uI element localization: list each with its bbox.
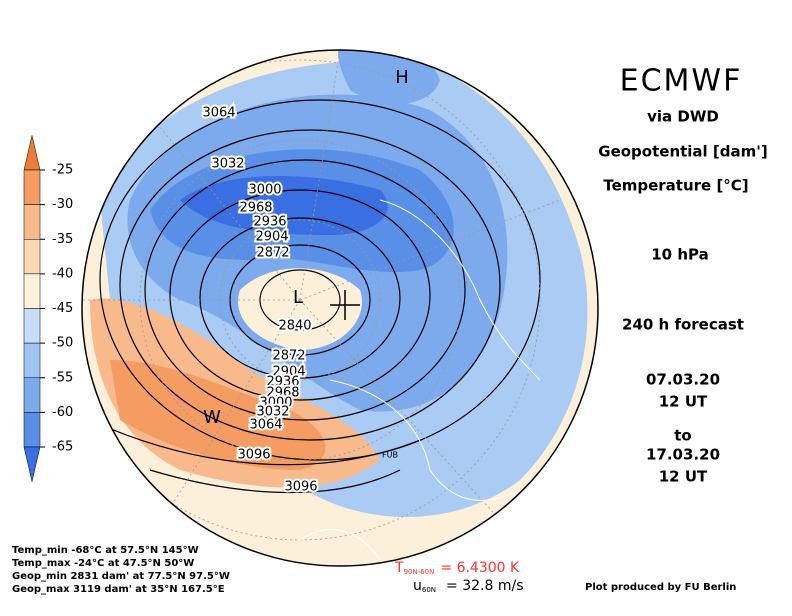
contour-label: 2904 (272, 365, 305, 380)
contour-labels: 3064303230002968293629042872284028722904… (200, 104, 319, 497)
colorbar-tick-label: -50 (52, 336, 73, 351)
value: = 6.4300 K (440, 560, 520, 576)
colorbar-cap (23, 446, 41, 482)
contour-label: 3096 (284, 480, 317, 495)
subscript: 90N-60N (404, 568, 435, 576)
stat-line: Geop_max 3119 dam' at 35°N 167.5°E (12, 584, 225, 595)
contour-label: 3064 (202, 106, 235, 121)
t-stat: T90N-60N = 6.4300 K (394, 560, 520, 576)
colorbar-tick-label: -40 (52, 266, 73, 281)
u-stat: u60N = 32.8 m/s (413, 578, 523, 594)
contour-label: 2840 (278, 319, 311, 334)
contour-label: 3032 (256, 405, 289, 420)
date: 17.03.20 (646, 446, 720, 464)
to: to (674, 427, 691, 445)
colorbar-tick-label: -65 (52, 440, 73, 455)
time: 12 UT (659, 393, 708, 411)
colorbar-cap (23, 135, 41, 171)
high-label: H (395, 67, 409, 88)
warm-label: W (203, 407, 221, 428)
field: Temperature [°C] (603, 177, 748, 195)
symbol: T (394, 560, 404, 576)
map-border (81, 49, 599, 567)
colorbar-tick-label: -30 (52, 197, 73, 212)
colorbar-band (23, 239, 41, 275)
level: 10 hPa (651, 246, 709, 264)
low-label: L (293, 287, 303, 308)
subscript: 60N (422, 586, 436, 594)
stat-line: Temp_min -68°C at 57.5°N 145°W (12, 545, 199, 556)
contour-label: 3064 (249, 418, 282, 433)
colorbar-band (23, 412, 41, 448)
contour-label: 3096 (237, 448, 270, 463)
pole-marker (330, 290, 360, 320)
map (82, 50, 598, 566)
stat-line: Geop_min 2831 dam' at 77.5°N 97.5°W (12, 571, 230, 582)
contour-label: 2872 (256, 246, 289, 261)
value: = 32.8 m/s (446, 578, 523, 594)
colorbar-tick-label: -60 (52, 405, 73, 420)
contour-label: 3032 (211, 157, 244, 172)
contour-label: 2936 (266, 375, 299, 390)
source: via DWD (647, 108, 719, 126)
contour-label: 2872 (272, 349, 305, 364)
contour-label: 2904 (255, 230, 288, 245)
contour-label: 2968 (239, 201, 272, 216)
stats: Temp_min -68°C at 57.5°N 145°W Temp_max -… (12, 545, 230, 595)
contour-label: 2968 (266, 386, 299, 401)
footer: Plot produced by FU Berlin (585, 582, 736, 593)
title: ECMWF (620, 64, 743, 99)
symbol: u (413, 578, 422, 594)
contour-label: 3000 (259, 396, 292, 411)
time: 12 UT (659, 468, 708, 486)
colorbar-band (23, 308, 41, 344)
colorbar-band (23, 204, 41, 240)
forecast: 240 h forecast (622, 316, 744, 334)
contour-label: 3000 (248, 183, 281, 198)
colorbar-band (23, 169, 41, 205)
field: Geopotential [dam'] (598, 143, 767, 161)
colorbar-tick-label: -45 (52, 301, 73, 316)
date: 07.03.20 (646, 371, 720, 389)
colorbar-tick-label: -25 (52, 163, 73, 178)
stat-line: Temp_max -24°C at 47.5°N 50°W (12, 558, 194, 569)
contour-label: 2936 (253, 215, 286, 230)
station-label: FUB (382, 451, 398, 460)
colorbar-band (23, 342, 41, 378)
colorbar-tick-label: -55 (52, 370, 73, 385)
colorbar-band (23, 273, 41, 309)
colorbar-tick-label: -35 (52, 232, 73, 247)
colorbar-band (23, 377, 41, 413)
colorbar: -25 -30 -35 -40 -45 -50 -55 -60 -65 (23, 135, 73, 482)
